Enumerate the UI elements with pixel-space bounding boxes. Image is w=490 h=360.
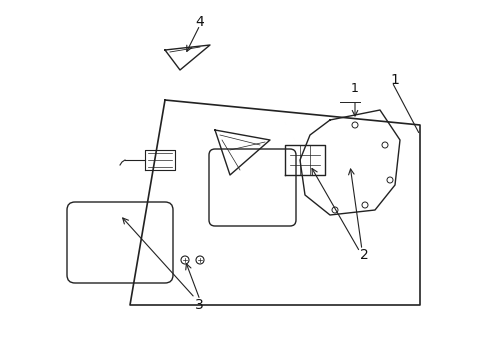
FancyBboxPatch shape bbox=[67, 202, 173, 283]
Text: 4: 4 bbox=[195, 15, 204, 29]
Text: 1: 1 bbox=[351, 82, 359, 95]
Text: 1: 1 bbox=[390, 73, 399, 87]
FancyBboxPatch shape bbox=[209, 149, 296, 226]
Text: 3: 3 bbox=[195, 298, 204, 312]
Text: 2: 2 bbox=[360, 248, 369, 262]
